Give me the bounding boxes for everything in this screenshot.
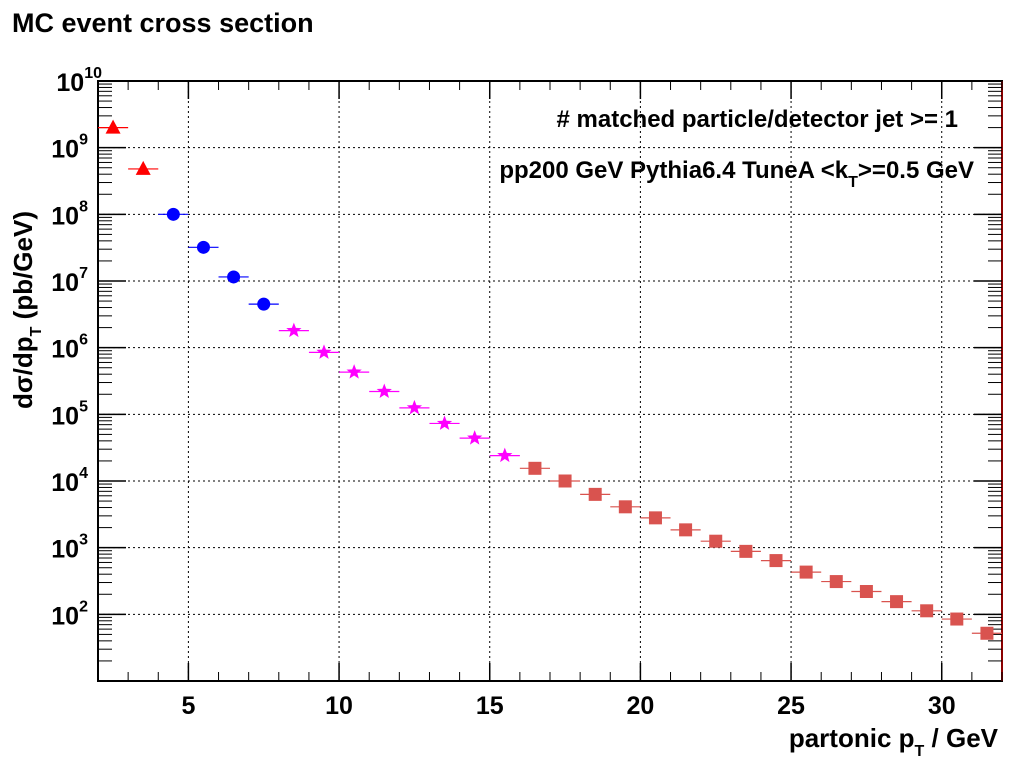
x-tick-label: 30	[928, 692, 956, 720]
y-tick-label: 109	[51, 132, 88, 164]
data-point-star	[316, 344, 332, 359]
data-point-square	[799, 565, 813, 579]
data-point-star	[436, 415, 453, 430]
data-point-square	[648, 511, 662, 525]
data-point-square	[679, 523, 693, 537]
data-point-star	[376, 383, 392, 398]
y-tick-label: 102	[51, 598, 88, 630]
y-axis-label: dσ/dpT (pb/GeV)	[8, 211, 45, 409]
y-tick-labels: 102 103 104 105 106 107 108 109 1010	[51, 65, 102, 630]
x-tick-labels: 5 10 15 20 25 30	[181, 692, 955, 720]
data-point-star	[497, 447, 513, 463]
data-points	[98, 119, 1002, 640]
data-point-square	[950, 612, 964, 626]
data-point-triangle	[105, 119, 121, 134]
data-point-square	[890, 595, 904, 609]
data-point-square	[739, 544, 753, 558]
x-tick-label: 20	[626, 692, 654, 720]
data-point-square	[558, 474, 572, 488]
data-point-circle	[166, 207, 180, 221]
data-point-star	[346, 364, 362, 379]
data-point-square	[829, 575, 843, 589]
data-point-square	[769, 554, 783, 568]
x-tick-label: 25	[777, 692, 805, 720]
data-point-square	[588, 487, 602, 501]
y-tick-label: 106	[51, 332, 88, 364]
data-point-triangle	[135, 160, 151, 175]
data-point-circle	[227, 270, 241, 284]
y-tick-label: 105	[51, 398, 88, 430]
data-point-circle	[257, 297, 271, 311]
x-axis-label: partonic pT / GeV	[789, 723, 999, 760]
data-point-square	[980, 626, 994, 640]
annotation-line-1: # matched particle/detector jet >= 1	[557, 106, 959, 133]
chart-title: MC event cross section	[12, 8, 314, 38]
data-point-circle	[196, 240, 210, 254]
x-tick-label: 15	[476, 692, 504, 720]
data-point-square	[528, 461, 542, 475]
data-point-star	[286, 322, 302, 338]
y-tick-label: 104	[51, 465, 88, 497]
annotation-line-2: pp200 GeV Pythia6.4 TuneA <kT>=0.5 GeV	[499, 157, 974, 191]
data-point-square	[709, 534, 723, 548]
y-tick-label: 103	[51, 532, 88, 564]
data-point-square	[920, 604, 934, 618]
data-point-star	[467, 430, 483, 445]
x-tick-label: 5	[181, 692, 195, 720]
data-point-square	[618, 500, 632, 514]
x-tick-label: 10	[325, 692, 353, 720]
data-point-star	[406, 399, 423, 415]
y-tick-label: 1010	[56, 65, 102, 97]
y-tick-label: 108	[51, 198, 88, 230]
data-point-square	[859, 585, 873, 599]
axis-ticks	[97, 80, 1003, 681]
y-tick-label: 107	[51, 265, 88, 297]
